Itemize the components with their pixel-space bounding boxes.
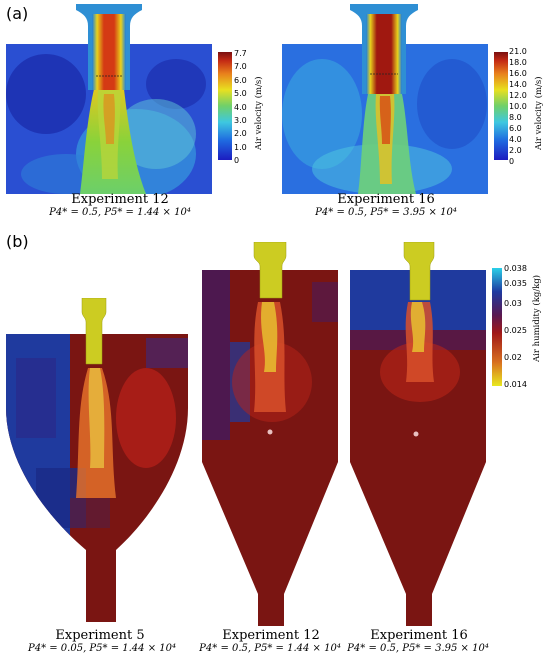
humidity-field-exp12 <box>202 242 338 626</box>
velocity-colorbar-exp12 <box>218 52 232 160</box>
humidity-field-exp5 <box>6 298 188 622</box>
exp12-b-params: P4* = 0.5, P5* = 1.44 × 10⁴ <box>199 643 341 654</box>
exp16-b-params: P4* = 0.5, P5* = 3.95 × 10⁴ <box>347 643 489 654</box>
exp12-a-params: P4* = 0.5, P5* = 1.44 × 10⁴ <box>49 207 191 218</box>
humidity-colorbar-title: Air humidity (kg/kg) <box>532 274 542 362</box>
exp12-b-title: Experiment 12 <box>222 628 320 643</box>
velocity-colorbar-exp12-ticks: 7.7 7.0 6.0 5.0 4.0 3.0 2.0 1.0 0 <box>234 49 247 166</box>
velocity-colorbar-exp16-title: Air velocity (m/s) <box>534 76 544 150</box>
exp16-a-params: P4* = 0.5, P5* = 3.95 × 10⁴ <box>315 207 457 218</box>
velocity-colorbar-exp12-title: Air velocity (m/s) <box>254 76 264 150</box>
exp12-a-title: Experiment 12 <box>71 192 169 207</box>
humidity-colorbar <box>492 268 502 386</box>
panel-b-label: (b) <box>6 232 29 251</box>
velocity-field-exp12 <box>6 4 212 194</box>
panel-a-label: (a) <box>6 4 29 23</box>
exp5-b-title: Experiment 5 <box>55 628 145 643</box>
velocity-colorbar-exp16-ticks: 21.0 18.0 16.0 14.0 12.0 10.0 8.0 6.0 4.… <box>509 47 527 166</box>
exp16-b-title: Experiment 16 <box>370 628 468 643</box>
exp16-a-title: Experiment 16 <box>337 192 435 207</box>
exp5-b-params: P4* = 0.05, P5* = 1.44 × 10⁴ <box>27 643 176 654</box>
velocity-colorbar-exp16 <box>494 52 508 160</box>
velocity-field-exp16 <box>282 4 488 194</box>
humidity-field-exp16 <box>350 242 486 626</box>
